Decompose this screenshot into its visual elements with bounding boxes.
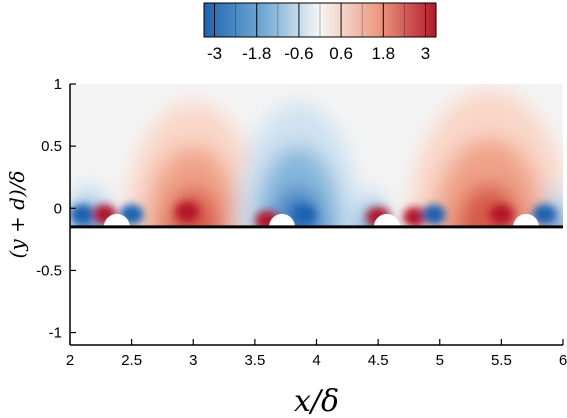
wall-bump: [513, 213, 540, 227]
y-tick-label: 0: [54, 200, 62, 217]
y-tick-label: -0.5: [36, 262, 62, 279]
colorbar-gradient: [203, 2, 437, 38]
hot-spot: [489, 204, 514, 225]
y-ticks: -1 -0.5 0 0.5 1: [36, 76, 76, 342]
wall-bumps: [103, 213, 540, 227]
colorbar-tick-label: 0.6: [329, 44, 353, 63]
colorbar-tick-label: 1.8: [371, 44, 395, 63]
x-tick-label: 2: [66, 352, 74, 369]
x-tick-label: 5: [436, 352, 444, 369]
x-axis-label: x/δ: [294, 384, 339, 418]
colorbar-tick-label: -3: [207, 44, 222, 63]
hot-spot: [292, 204, 317, 225]
x-tick-label: 2.5: [121, 352, 142, 369]
wall-bump: [373, 213, 400, 227]
below-wall-region: [70, 226, 563, 345]
hot-spot: [175, 202, 200, 223]
x-tick-label: 4.5: [368, 352, 389, 369]
x-tick-label: 4: [312, 352, 320, 369]
hot-spot: [403, 206, 428, 227]
x-tick-label: 6: [559, 352, 567, 369]
x-tick-label: 3.5: [244, 352, 265, 369]
field-hot-spots: [70, 202, 557, 231]
x-tick-label: 3: [189, 352, 197, 369]
colorbar-tick-label: 3: [421, 44, 430, 63]
colorbar: -3 -1.8 -0.6 0.6 1.8 3: [203, 2, 437, 63]
wall-bump: [103, 213, 130, 227]
colorbar-tick-label: -0.6: [284, 44, 313, 63]
y-tick-label: 1: [54, 76, 62, 93]
colorbar-tick-label: -1.8: [242, 44, 271, 63]
colorbar-ticks: -3 -1.8 -0.6 0.6 1.8 3: [207, 3, 430, 63]
y-tick-label: -1: [49, 325, 62, 342]
axes: 2 2.5 3 3.5 4 4.5 5 5.5 6 -1 -0.5 0 0.5 1: [36, 76, 567, 369]
y-tick-label: 0.5: [41, 138, 62, 155]
hot-spot: [532, 204, 557, 225]
x-ticks: 2 2.5 3 3.5 4 4.5 5 5.5 6: [66, 339, 567, 369]
x-tick-label: 5.5: [491, 352, 512, 369]
hot-spot: [421, 204, 446, 225]
wall-bump: [268, 213, 295, 227]
y-axis-label: (y + d)/δ: [5, 171, 29, 259]
hot-spot: [70, 204, 95, 225]
contour-field: [70, 84, 563, 345]
